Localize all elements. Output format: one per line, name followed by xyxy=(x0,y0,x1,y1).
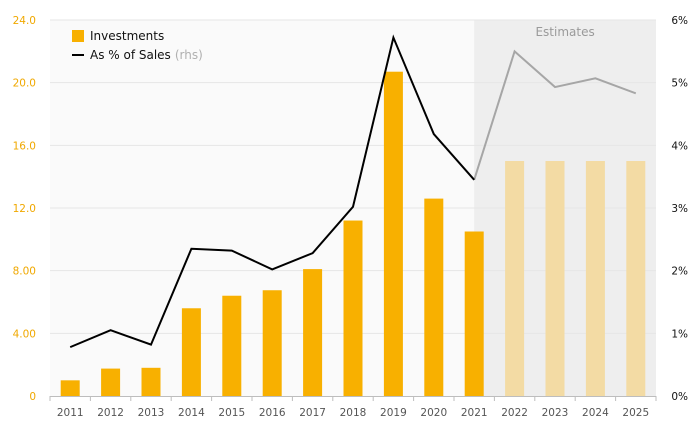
bar-2018 xyxy=(343,220,363,396)
bar-2014 xyxy=(181,308,201,396)
legend: Investments As % of Sales (rhs) xyxy=(72,29,203,62)
bar-2016 xyxy=(262,290,282,396)
legend-label-sales-pct: As % of Sales (rhs) xyxy=(90,48,203,62)
bar-2020 xyxy=(424,198,444,396)
right-tick-label: 4% xyxy=(671,140,688,152)
bar-2025 xyxy=(626,161,646,396)
bar-2012 xyxy=(101,368,121,396)
bar-2015 xyxy=(222,295,242,396)
x-tick-label: 2012 xyxy=(97,407,124,419)
right-tick-label: 5% xyxy=(671,78,688,90)
x-tick-label: 2023 xyxy=(542,407,569,419)
legend-label-investments: Investments xyxy=(90,29,164,43)
bar-2021 xyxy=(464,231,484,396)
x-tick-label: 2014 xyxy=(178,407,205,419)
investment-bars xyxy=(60,71,646,396)
right-tick-label: 6% xyxy=(671,15,688,27)
left-tick-label: 24.0 xyxy=(13,15,36,27)
x-tick-label: 2022 xyxy=(501,407,528,419)
x-tick-label: 2013 xyxy=(138,407,165,419)
x-tick-label: 2025 xyxy=(622,407,649,419)
bar-2019 xyxy=(383,71,403,396)
left-tick-label: 16.0 xyxy=(13,140,36,152)
bar-2011 xyxy=(60,380,80,396)
x-tick-label: 2017 xyxy=(299,407,326,419)
x-tick-label: 2016 xyxy=(259,407,286,419)
left-tick-label: 8.00 xyxy=(13,266,36,278)
right-tick-label: 3% xyxy=(671,203,688,215)
bar-2022 xyxy=(505,161,525,396)
x-tick-label: 2024 xyxy=(582,407,609,419)
left-tick-label: 0 xyxy=(29,391,36,403)
x-tick-label: 2019 xyxy=(380,407,407,419)
x-tick-label: 2020 xyxy=(420,407,447,419)
line-estimate-segment xyxy=(473,49,637,181)
x-tick-label: 2011 xyxy=(57,407,84,419)
right-tick-label: 2% xyxy=(671,266,688,278)
legend-label-sales-pct-suffix: (rhs) xyxy=(175,48,203,62)
estimates-label: Estimates xyxy=(535,25,594,39)
x-axis: 2011 2012 2013 2014 2015 2016 2017 2018 2019 2020… xyxy=(49,396,657,419)
bar-2013 xyxy=(141,367,161,396)
left-tick-label: 20.0 xyxy=(13,78,36,90)
x-tick-label: 2018 xyxy=(340,407,367,419)
right-tick-label: 0% xyxy=(671,391,688,403)
left-axis: 0 4.00 8.00 12.0 16.0 20.0 24.0 xyxy=(13,15,36,403)
bar-2017 xyxy=(303,269,323,396)
right-tick-label: 1% xyxy=(671,328,688,340)
left-tick-label: 12.0 xyxy=(13,203,36,215)
sales-pct-line xyxy=(69,34,637,349)
bar-2024 xyxy=(585,161,605,396)
right-axis: 0% 1% 2% 3% 4% 5% 6% xyxy=(671,15,688,403)
legend-label-sales-pct-name: As % of Sales xyxy=(90,48,171,62)
x-tick-label: 2021 xyxy=(461,407,488,419)
left-tick-label: 4.00 xyxy=(13,328,36,340)
bar-2023 xyxy=(545,161,565,396)
x-tick-label: 2015 xyxy=(218,407,245,419)
line-actual-segment xyxy=(69,34,475,349)
legend-swatch-investments xyxy=(72,30,84,42)
